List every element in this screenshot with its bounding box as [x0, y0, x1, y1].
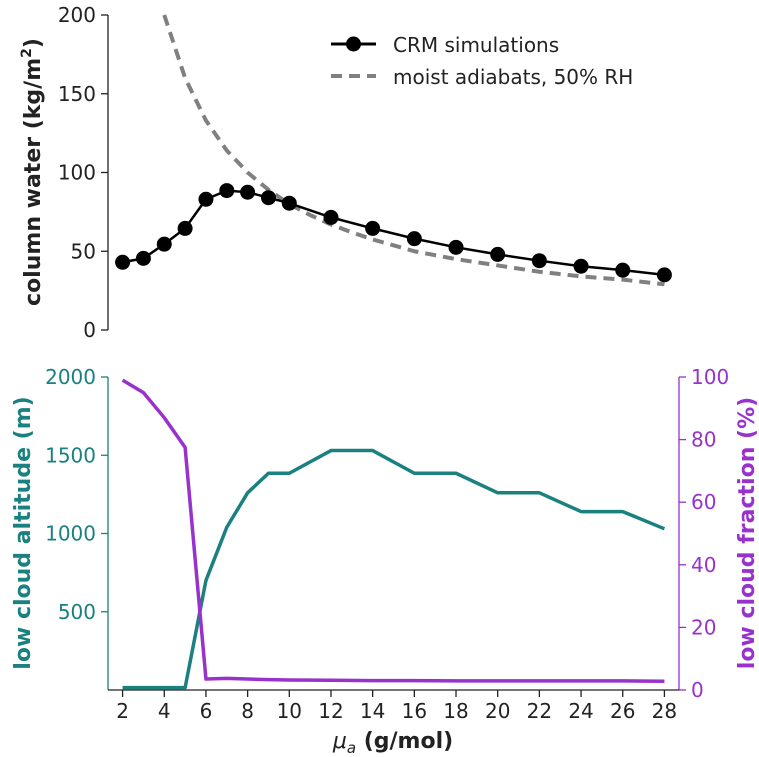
crm-point — [281, 195, 297, 211]
crm-point — [406, 231, 422, 247]
crm-point — [531, 253, 547, 269]
legend-crm-label: CRM simulations — [393, 33, 559, 57]
left-y-tick-label: 1000 — [45, 522, 96, 546]
x-tick-label: 22 — [527, 699, 552, 723]
left-y-axis-label: low cloud altitude (m) — [11, 396, 36, 669]
x-tick-label: 26 — [610, 699, 635, 723]
legend: CRM simulations moist adiabats, 50% RH — [331, 33, 633, 89]
legend-adiabat-label: moist adiabats, 50% RH — [393, 65, 633, 89]
right-y-tick-label: 100 — [691, 365, 729, 389]
series-line-low-cloud-fraction — [121, 378, 665, 683]
x-tick-label: 24 — [568, 699, 593, 723]
left-y-tick-label: 2000 — [45, 365, 96, 389]
legend-crm-marker — [346, 36, 361, 52]
x-tick-label: 8 — [241, 699, 254, 723]
crm-point — [177, 220, 193, 236]
x-tick-label: 4 — [158, 699, 171, 723]
right-y-tick-label: 80 — [691, 428, 716, 452]
top-y-tick-label: 200 — [58, 3, 96, 27]
right-y-tick-label: 0 — [691, 678, 704, 702]
crm-point — [219, 183, 235, 199]
series-line-moist-adiabats — [162, 14, 665, 287]
crm-point — [115, 254, 131, 270]
top-series-group — [115, 14, 672, 287]
left-y-tick-label: 1500 — [45, 443, 96, 467]
x-tick-label: 28 — [652, 699, 677, 723]
top-y-axis-label: column water (kg/m2) — [19, 38, 46, 306]
crm-point — [573, 258, 589, 274]
top-y-tick-label: 0 — [83, 318, 96, 342]
crm-point — [323, 209, 339, 225]
x-tick-label: 18 — [443, 699, 468, 723]
crm-point — [448, 239, 464, 255]
bottom-series-group — [121, 378, 666, 690]
crm-point — [615, 262, 631, 278]
crm-point — [240, 184, 256, 200]
x-axis-label: μa (g/mol) — [332, 729, 453, 757]
right-y-tick-label: 40 — [691, 553, 716, 577]
top-panel: 0 50 100 150 200 column water (kg/m2) CRM si… — [19, 3, 672, 342]
right-y-tick-label: 20 — [691, 615, 716, 639]
top-y-tick-label: 150 — [58, 82, 96, 106]
x-ticks: 2 4 6 8 10 12 14 16 18 20 22 24 26 28 — [116, 690, 677, 723]
crm-point — [656, 267, 672, 283]
x-tick-label: 16 — [402, 699, 427, 723]
top-y-tick-label: 100 — [58, 161, 96, 185]
x-tick-label: 20 — [485, 699, 510, 723]
right-y-tick-label: 60 — [691, 490, 716, 514]
x-tick-label: 10 — [277, 699, 302, 723]
left-y-ticks: 500 1000 1500 2000 — [45, 365, 108, 624]
left-y-tick-label: 500 — [58, 600, 96, 624]
crm-point — [135, 250, 151, 266]
crm-point — [490, 246, 506, 262]
crm-point — [198, 191, 214, 207]
top-y-ticks: 0 50 100 150 200 — [58, 3, 108, 342]
top-y-tick-label: 50 — [71, 239, 96, 263]
x-tick-label: 14 — [360, 699, 385, 723]
right-y-axis-label: low cloud fraction (%) — [735, 397, 759, 669]
x-tick-label: 6 — [200, 699, 213, 723]
crm-point — [365, 220, 381, 236]
x-tick-label: 2 — [116, 699, 129, 723]
series-line-low-cloud-altitude — [122, 448, 666, 690]
right-y-ticks: 0 20 40 60 80 100 — [679, 365, 729, 702]
crm-point — [156, 236, 172, 252]
x-tick-label: 12 — [318, 699, 343, 723]
crm-point — [260, 190, 276, 206]
